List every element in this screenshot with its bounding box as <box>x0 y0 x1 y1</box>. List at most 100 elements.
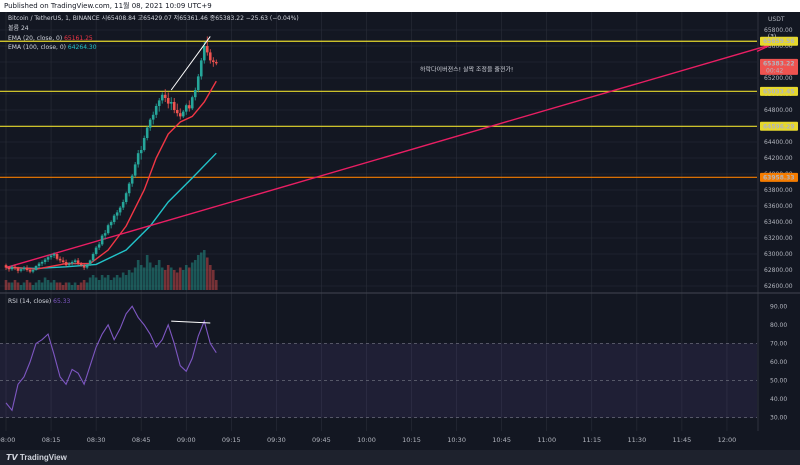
x-tick-label: 10:00 <box>357 436 376 444</box>
volume-bar <box>106 275 110 290</box>
candle-body <box>196 76 200 90</box>
volume-bar <box>7 282 11 290</box>
volume-bar <box>49 282 53 290</box>
candle-body <box>181 111 185 117</box>
volume-bar <box>154 265 158 290</box>
candle-body <box>85 265 89 268</box>
candle-body <box>172 102 176 110</box>
candle-body <box>55 254 59 259</box>
rsi-legend: RSI (14, close) 65.33 <box>8 298 71 305</box>
price-label-box <box>760 121 798 131</box>
volume-bar <box>121 272 125 290</box>
candle-body <box>79 263 83 266</box>
volume-bar <box>127 270 131 290</box>
volume-bar <box>142 267 146 290</box>
price-label-text: 65033.45 <box>763 88 795 95</box>
volume-bar <box>196 255 200 290</box>
candle-body <box>37 263 41 266</box>
candle-body <box>166 98 170 104</box>
y-tick-label: 63600.00 <box>764 203 793 210</box>
y-tick-label: 65600.00 <box>764 43 793 50</box>
x-tick-label: 11:30 <box>627 436 646 444</box>
volume-bar <box>178 267 182 290</box>
volume-bar <box>130 272 134 290</box>
candle-body <box>175 110 179 114</box>
candle-body <box>97 244 101 248</box>
price-label-countdown: 00:42 <box>766 67 783 74</box>
y-tick-label: 65200.00 <box>764 75 793 82</box>
volume-bar <box>166 265 170 290</box>
x-tick-label: 10:45 <box>492 436 511 444</box>
volume-bar <box>175 272 179 290</box>
price-divergence-line <box>170 36 211 91</box>
brand-text: TradingView <box>19 453 67 462</box>
candle-body <box>118 207 122 213</box>
candle-body <box>211 60 215 62</box>
price-label-text: 64596.29 <box>763 123 795 130</box>
volume-bar <box>187 267 191 290</box>
rsi-tick-label: 30.00 <box>770 415 787 422</box>
volume-bar <box>31 285 35 290</box>
volume-bar <box>172 270 176 290</box>
candle-body <box>52 254 56 256</box>
candle-body <box>139 150 143 154</box>
candle-body <box>61 260 65 262</box>
candle-body <box>190 97 194 109</box>
candle-body <box>202 46 206 61</box>
volume-bar <box>157 260 161 290</box>
symbol-legend: Bitcoin / TetherUS, 1, BINANCE 시65408.84… <box>8 14 299 22</box>
candle-body <box>151 114 155 120</box>
candle-body <box>82 265 86 268</box>
trading-chart[interactable]: 08:00 08:15 08:30 08:45 09:00 09:15 09:30 09:45… <box>0 12 800 450</box>
volume-bar <box>181 270 185 290</box>
price-label-text: 65659.56 <box>763 38 795 45</box>
volume-bar <box>94 277 98 290</box>
candle-body <box>4 265 8 268</box>
volume-bar <box>61 285 65 290</box>
volume-bar <box>205 257 209 290</box>
volume-bar <box>52 280 56 290</box>
candle-body <box>64 262 68 266</box>
x-tick-label: 08:30 <box>87 436 106 444</box>
volume-bar <box>97 280 101 290</box>
candle-body <box>205 46 209 53</box>
candle-body <box>70 262 74 264</box>
x-tick-label: 11:15 <box>582 436 601 444</box>
annotation-text: 하락다이버젼스! 살짝 조정을 줄껀가! <box>420 66 513 74</box>
volume-legend: 볼륨 24 <box>8 25 29 32</box>
price-label-box <box>760 86 798 96</box>
candle-body <box>148 119 152 128</box>
candle-body <box>100 235 104 245</box>
candle-body <box>199 60 203 77</box>
volume-bar <box>82 280 86 290</box>
price-label-box <box>760 58 798 75</box>
volume-bar <box>160 267 164 290</box>
candle-body <box>136 153 140 165</box>
rsi-tick-label: 40.00 <box>770 396 787 403</box>
y-tick-label: 65800.00 <box>764 27 793 34</box>
volume-bar <box>103 277 107 290</box>
candle-body <box>169 102 173 104</box>
rsi-tick-label: 60.00 <box>770 359 787 366</box>
volume-bar <box>10 282 14 290</box>
candle-body <box>163 94 167 98</box>
volume-bar <box>184 265 188 290</box>
candle-body <box>127 183 131 194</box>
volume-bar <box>202 250 206 290</box>
x-tick-label: 12:00 <box>718 436 737 444</box>
candle-body <box>34 266 38 270</box>
volume-bar <box>118 277 122 290</box>
volume-bar <box>55 282 59 290</box>
y-tick-label: 62800.00 <box>764 267 793 274</box>
volume-bar <box>199 252 203 290</box>
published-header: Published on TradingView.com, 11월 08, 20… <box>0 0 800 12</box>
volume-bar <box>25 280 29 290</box>
candle-body <box>28 270 32 272</box>
candle-body <box>25 267 29 270</box>
y-tick-label: 63400.00 <box>764 219 793 226</box>
candle-body <box>142 138 146 150</box>
volume-bar <box>151 267 155 290</box>
volume-bar <box>4 280 8 290</box>
candle-body <box>178 113 182 117</box>
volume-bar <box>139 265 143 290</box>
